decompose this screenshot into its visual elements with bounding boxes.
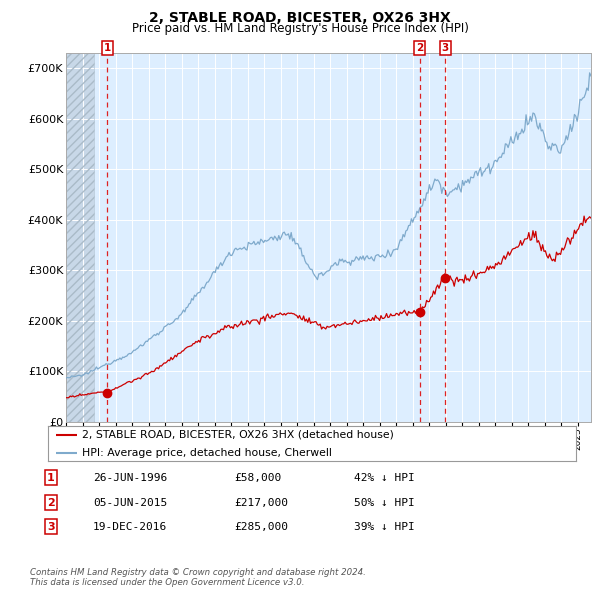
Text: HPI: Average price, detached house, Cherwell: HPI: Average price, detached house, Cher…: [82, 448, 332, 457]
Text: £285,000: £285,000: [234, 522, 288, 532]
Text: 1: 1: [103, 43, 111, 53]
Text: Price paid vs. HM Land Registry's House Price Index (HPI): Price paid vs. HM Land Registry's House …: [131, 22, 469, 35]
Text: 05-JUN-2015: 05-JUN-2015: [93, 498, 167, 507]
Bar: [66, 53, 94, 422]
Text: Contains HM Land Registry data © Crown copyright and database right 2024.
This d: Contains HM Land Registry data © Crown c…: [30, 568, 366, 587]
Text: 3: 3: [442, 43, 449, 53]
Text: 2: 2: [47, 498, 55, 507]
Text: 42% ↓ HPI: 42% ↓ HPI: [354, 473, 415, 483]
Text: 1: 1: [47, 473, 55, 483]
Text: 2, STABLE ROAD, BICESTER, OX26 3HX (detached house): 2, STABLE ROAD, BICESTER, OX26 3HX (deta…: [82, 430, 394, 440]
Text: 39% ↓ HPI: 39% ↓ HPI: [354, 522, 415, 532]
Text: 3: 3: [47, 522, 55, 532]
Text: £217,000: £217,000: [234, 498, 288, 507]
Text: 2, STABLE ROAD, BICESTER, OX26 3HX: 2, STABLE ROAD, BICESTER, OX26 3HX: [149, 11, 451, 25]
Text: 26-JUN-1996: 26-JUN-1996: [93, 473, 167, 483]
Text: 19-DEC-2016: 19-DEC-2016: [93, 522, 167, 532]
Text: 50% ↓ HPI: 50% ↓ HPI: [354, 498, 415, 507]
Text: £58,000: £58,000: [234, 473, 281, 483]
Text: 2: 2: [416, 43, 424, 53]
Bar: [66, 53, 94, 422]
